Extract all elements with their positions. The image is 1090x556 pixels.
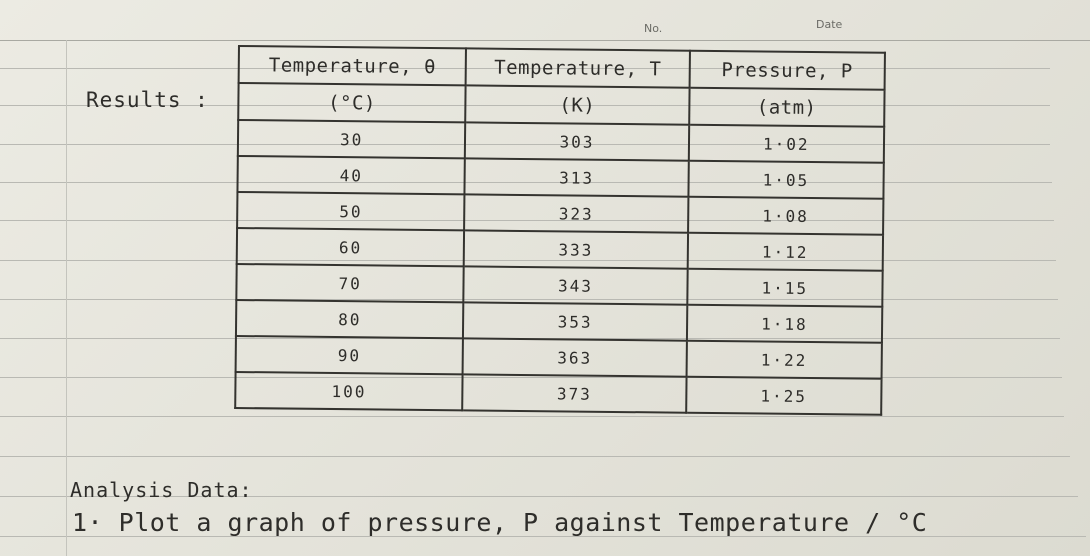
cell-temperature-kelvin: 333 xyxy=(464,230,688,269)
cell-pressure: 1·02 xyxy=(688,124,885,163)
cell-temperature-kelvin: 303 xyxy=(465,122,689,161)
cell-pressure: 1·22 xyxy=(686,340,882,379)
cell-pressure: 1·25 xyxy=(685,376,882,415)
ruled-line xyxy=(0,377,1062,378)
cell-temperature-celsius: 30 xyxy=(237,120,466,159)
cell-temperature-kelvin: 323 xyxy=(464,194,689,233)
cell-pressure: 1·08 xyxy=(687,196,884,235)
header-pressure: Pressure, P xyxy=(689,50,885,90)
ruled-line xyxy=(0,144,1050,145)
no-label: No. xyxy=(644,22,663,35)
ruled-line xyxy=(0,260,1056,261)
cell-pressure: 1·05 xyxy=(688,160,884,199)
results-label: Results : xyxy=(86,88,209,112)
header-temperature-celsius: Temperature, θ xyxy=(238,46,467,86)
unit-celsius: (°C) xyxy=(238,83,466,123)
ruled-line xyxy=(0,299,1058,300)
ruled-line xyxy=(0,182,1052,183)
cell-temperature-celsius: 90 xyxy=(235,335,464,375)
ruled-line xyxy=(0,536,1086,537)
cell-temperature-kelvin: 363 xyxy=(462,338,687,377)
table-row: 100 373 1·25 xyxy=(235,371,882,415)
ruled-line xyxy=(0,40,1090,41)
cell-pressure: 1·15 xyxy=(686,268,883,307)
cell-temperature-kelvin: 343 xyxy=(463,266,688,305)
results-table: Temperature, θ Temperature, T Pressure, … xyxy=(234,45,886,416)
cell-temperature-kelvin: 353 xyxy=(463,302,687,341)
unit-atm: (atm) xyxy=(688,87,885,127)
cell-temperature-kelvin: 373 xyxy=(462,374,687,413)
ruled-line xyxy=(0,338,1060,339)
analysis-label: Analysis Data: xyxy=(70,478,253,502)
cell-pressure: 1·12 xyxy=(687,232,884,271)
cell-temperature-celsius: 70 xyxy=(236,263,465,303)
ruled-line xyxy=(0,416,1064,417)
ruled-line xyxy=(0,220,1054,221)
ruled-line xyxy=(0,105,1050,106)
cell-temperature-celsius: 40 xyxy=(237,156,466,195)
ruled-line xyxy=(0,496,1078,497)
date-label: Date xyxy=(816,18,843,31)
cell-temperature-celsius: 50 xyxy=(237,192,465,231)
cell-temperature-kelvin: 313 xyxy=(464,158,689,197)
cell-temperature-celsius: 60 xyxy=(236,228,465,267)
cell-temperature-celsius: 80 xyxy=(235,299,464,339)
ruled-line xyxy=(0,68,1050,69)
cell-temperature-celsius: 100 xyxy=(235,371,463,411)
task-1-text: 1· Plot a graph of pressure, P against T… xyxy=(72,508,928,537)
ruled-line xyxy=(0,456,1070,457)
margin-line xyxy=(66,40,67,556)
unit-kelvin: (K) xyxy=(465,85,690,125)
cell-pressure: 1·18 xyxy=(686,304,883,343)
header-temperature-kelvin: Temperature, T xyxy=(465,48,690,88)
